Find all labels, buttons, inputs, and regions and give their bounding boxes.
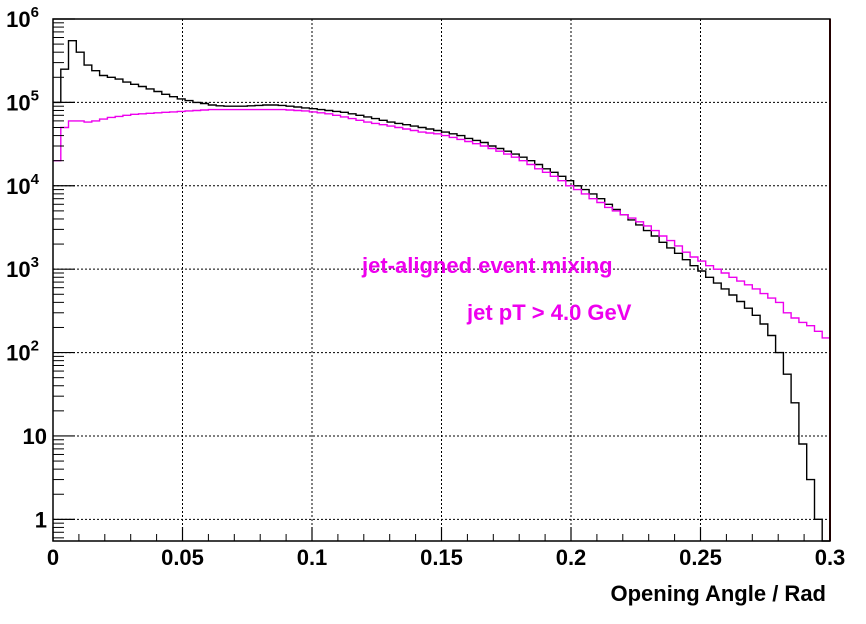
x-tick-label: 0.3	[815, 545, 846, 570]
x-tick-label: 0.1	[297, 545, 328, 570]
y-tick-label: 104	[6, 171, 39, 199]
y-tick-label: 10	[23, 424, 47, 449]
y-tick-label: 1	[35, 507, 47, 532]
series-line-0	[53, 40, 830, 542]
annotation-jet-pt: jet pT > 4.0 GeV	[466, 300, 632, 325]
x-axis-label: Opening Angle / Rad	[610, 581, 826, 606]
x-tick-label: 0	[47, 545, 59, 570]
x-tick-label: 0.15	[420, 545, 463, 570]
x-tick-label: 0.2	[556, 545, 587, 570]
x-tick-label: 0.25	[679, 545, 722, 570]
series-line-1	[53, 108, 830, 339]
y-tick-label: 103	[6, 254, 39, 282]
axes: 0 0.05 0.1 0.15 0.2 0.25 0.3 1 10 102 103 104 105 106	[6, 4, 845, 570]
annotation-event-mixing: jet-aligned event mixing	[361, 253, 613, 278]
y-tick-label: 102	[6, 338, 39, 366]
y-tick-label: 105	[6, 87, 39, 115]
y-tick-label: 106	[6, 4, 39, 32]
x-tick-label: 0.05	[161, 545, 204, 570]
